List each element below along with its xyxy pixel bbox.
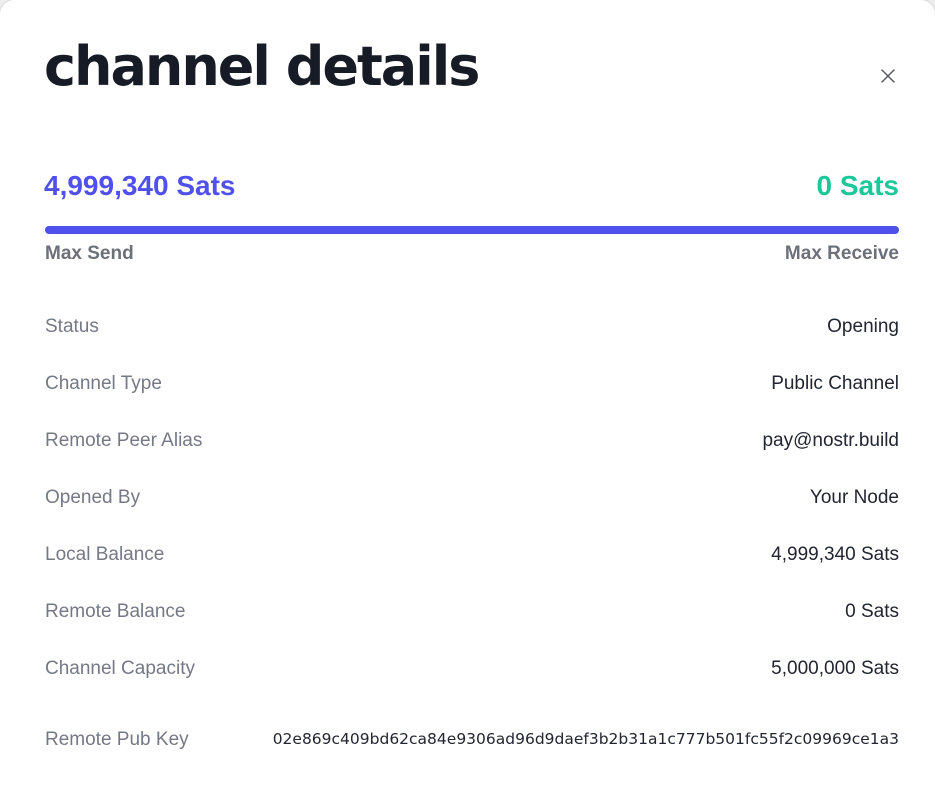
detail-label: Status (45, 315, 99, 337)
detail-value: 5,000,000 Sats (771, 657, 899, 679)
detail-row-remote-peer-alias: Remote Peer Alias pay@nostr.build (45, 412, 899, 469)
detail-row-channel-capacity: Channel Capacity 5,000,000 Sats (45, 640, 899, 697)
detail-value: 4,999,340 Sats (771, 543, 899, 565)
close-icon (881, 69, 895, 83)
detail-label: Channel Capacity (45, 657, 195, 679)
close-button[interactable] (874, 62, 902, 90)
detail-row-opened-by: Opened By Your Node (45, 469, 899, 526)
max-receive-label: Max Receive (784, 243, 899, 264)
detail-value: Your Node (809, 486, 899, 508)
max-send-label: Max Send (45, 243, 134, 264)
detail-row-local-balance: Local Balance 4,999,340 Sats (45, 526, 899, 583)
channel-details-list: Status Opening Channel Type Public Chann… (45, 298, 899, 783)
detail-label: Opened By (45, 486, 141, 508)
detail-label: Local Balance (45, 543, 165, 565)
detail-row-remote-balance: Remote Balance 0 Sats (45, 583, 899, 640)
detail-value: Public Channel (771, 372, 899, 394)
balance-bar-send-fill (45, 226, 899, 234)
detail-value: Opening (827, 315, 899, 337)
max-send-amount: 4,999,340 Sats (44, 170, 236, 201)
detail-label: Channel Type (45, 372, 162, 394)
detail-label: Remote Balance (45, 600, 186, 622)
balance-bar (45, 226, 899, 234)
detail-value: 0 Sats (845, 600, 899, 622)
page-title: channel details (44, 35, 480, 98)
detail-row-channel-type: Channel Type Public Channel (45, 355, 899, 412)
detail-row-status: Status Opening (45, 298, 899, 355)
detail-value: pay@nostr.build (762, 429, 899, 451)
detail-label: Remote Pub Key (45, 729, 189, 750)
remote-pub-key-value[interactable]: 02e869c409bd62ca84e9306ad96d9daef3b2b31a… (272, 729, 899, 748)
max-receive-amount: 0 Sats (816, 170, 900, 201)
detail-label: Remote Peer Alias (45, 429, 203, 451)
detail-row-remote-pub-key: Remote Pub Key 02e869c409bd62ca84e9306ad… (45, 697, 899, 783)
